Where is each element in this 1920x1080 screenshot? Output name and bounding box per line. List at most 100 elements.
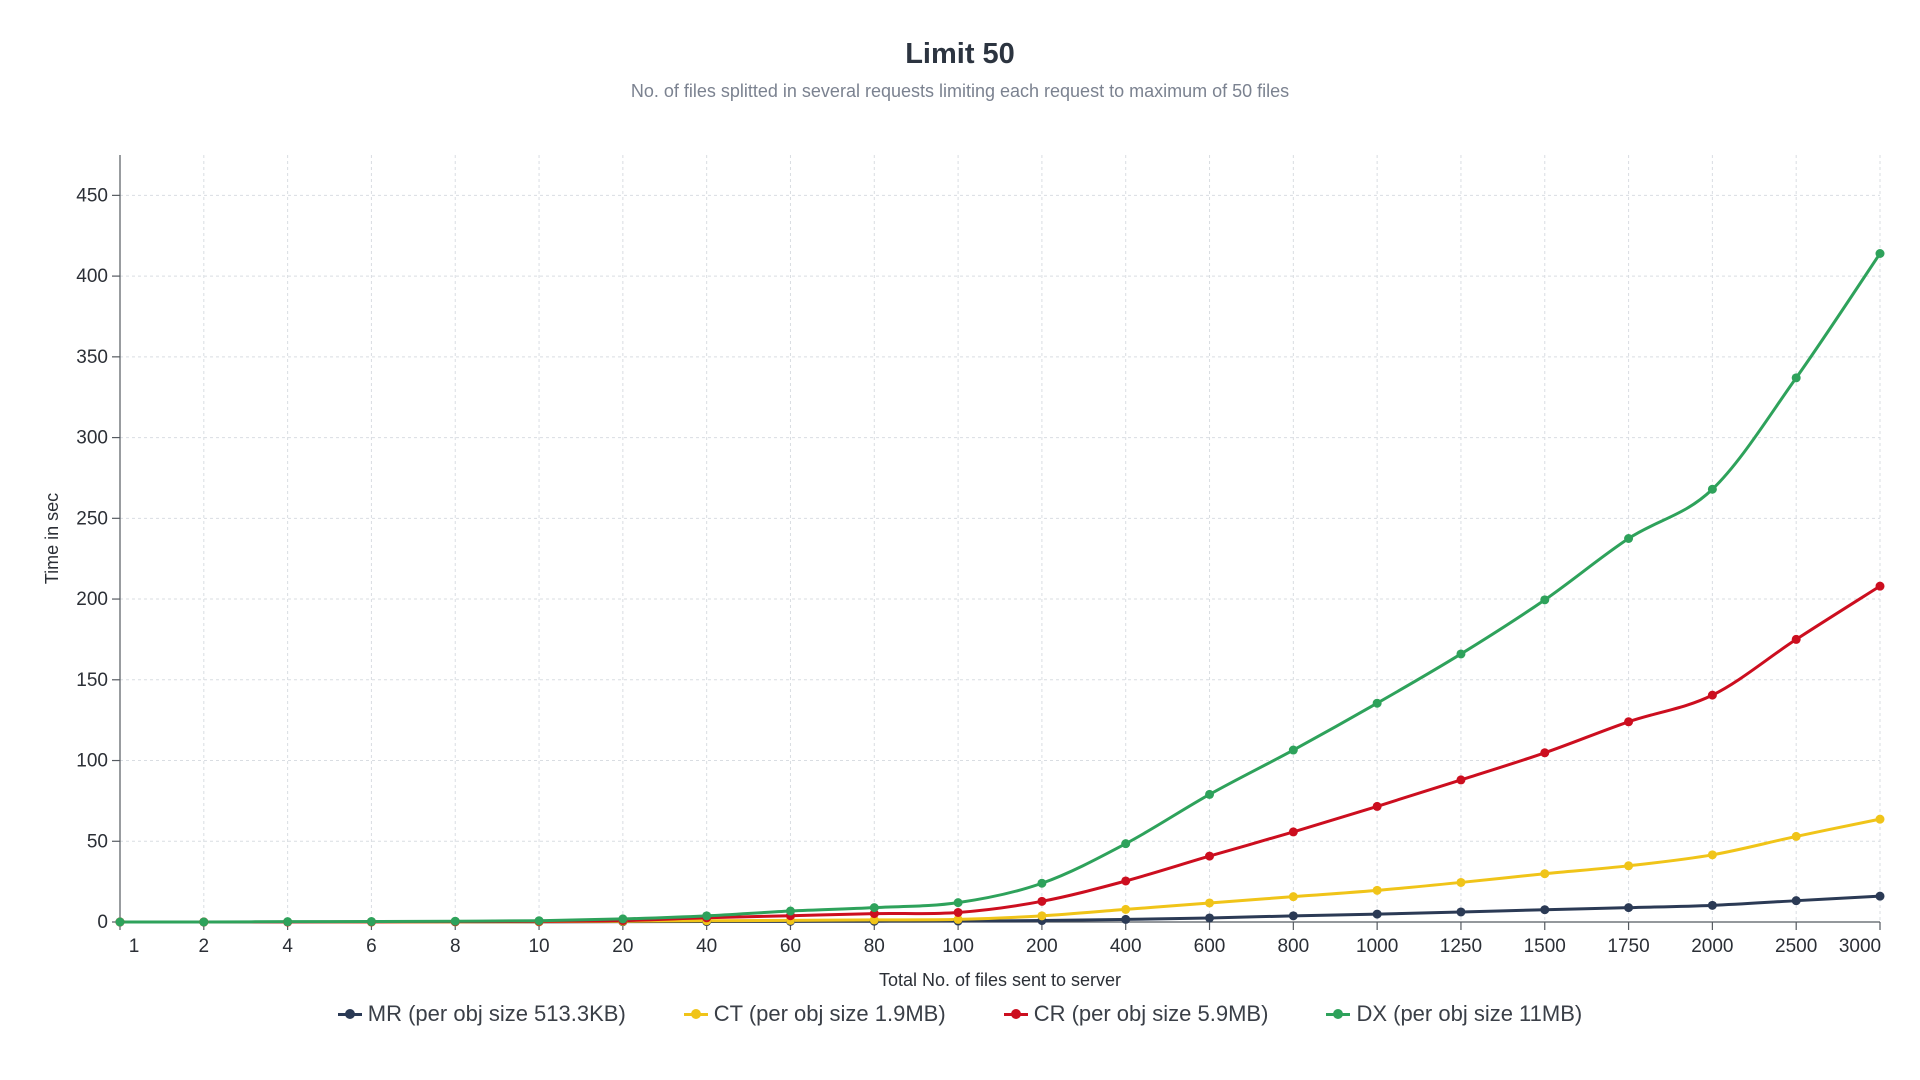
data-point[interactable] [869,903,879,913]
legend-label: DX (per obj size 11MB) [1356,1001,1583,1026]
data-point[interactable] [1707,484,1717,494]
data-point[interactable] [1707,690,1717,700]
data-point[interactable] [1707,850,1717,860]
data-point[interactable] [1288,745,1298,755]
data-point[interactable] [1037,878,1047,888]
data-point[interactable] [450,916,460,926]
data-point[interactable] [1372,885,1382,895]
data-point[interactable] [1037,896,1047,906]
data-point[interactable] [1456,877,1466,887]
data-point[interactable] [1205,789,1215,799]
legend-item[interactable]: CT (per obj size 1.9MB) [683,1001,946,1027]
data-point[interactable] [1372,909,1382,919]
data-point[interactable] [953,898,963,908]
data-point[interactable] [199,917,209,927]
data-point[interactable] [702,911,712,921]
data-point[interactable] [1456,907,1466,917]
data-point[interactable] [283,917,293,927]
data-point[interactable] [1456,775,1466,785]
x-tick-label: 100 [942,936,974,957]
data-point[interactable] [953,907,963,917]
data-point[interactable] [1205,851,1215,861]
legend-label: CR (per obj size 5.9MB) [1033,1001,1269,1026]
data-point[interactable] [1121,876,1131,886]
data-point[interactable] [1121,904,1131,914]
grid [119,155,1881,922]
data-point[interactable] [1540,869,1550,879]
y-tick-label: 0 [97,912,108,933]
x-tick-label: 400 [1110,936,1142,957]
x-tick-label: 3000 [1839,936,1881,957]
legend-item[interactable]: MR (per obj size 513.3KB) [337,1001,626,1027]
legend-marker-icon [1326,1007,1351,1021]
data-point[interactable] [1875,581,1885,591]
data-point[interactable] [1707,900,1717,910]
data-point[interactable] [1540,748,1550,758]
y-tick-label: 250 [76,508,108,529]
data-point[interactable] [1624,717,1634,727]
x-tick-label: 40 [696,936,717,957]
data-point[interactable] [1791,373,1801,383]
x-tick-label: 200 [1026,936,1058,957]
series-line-2 [118,584,1882,924]
data-point[interactable] [366,917,376,927]
data-point[interactable] [1875,248,1885,258]
axes [112,155,1881,930]
data-point[interactable] [1624,903,1634,913]
legend-marker-icon [683,1007,708,1021]
data-point[interactable] [1875,891,1885,901]
chart-plot: 0 50 100 150 200 250 300 350 400 450 1 2 4 6 8 10 20 40 60… [42,155,1885,990]
tick-labels: 0 50 100 150 200 250 300 350 400 450 1 2 4 6 8 10 20 40 60… [76,185,1881,957]
data-point[interactable] [534,916,544,926]
x-tick-label: 1750 [1607,936,1649,957]
legend-item[interactable]: DX (per obj size 11MB) [1326,1001,1582,1027]
data-point[interactable] [1540,595,1550,605]
x-tick-label: 10 [528,936,549,957]
data-point[interactable] [1791,831,1801,841]
data-point[interactable] [1791,896,1801,906]
legend-label: CT (per obj size 1.9MB) [713,1001,946,1026]
x-tick-label: 4 [282,936,293,957]
data-point[interactable] [1540,905,1550,915]
x-tick-label: 1250 [1440,936,1482,957]
y-tick-label: 350 [76,347,108,368]
data-point[interactable] [1372,698,1382,708]
data-point[interactable] [1875,814,1885,824]
series-points [115,248,1885,927]
data-point[interactable] [869,915,879,925]
data-point[interactable] [1205,898,1215,908]
data-point[interactable] [1791,634,1801,644]
data-point[interactable] [1205,913,1215,923]
y-tick-label: 100 [76,751,108,772]
y-tick-label: 400 [76,266,108,287]
x-tick-label: 2 [199,936,210,957]
x-tick-label: 6 [366,936,377,957]
legend-item[interactable]: CR (per obj size 5.9MB) [1003,1001,1269,1027]
data-point[interactable] [1288,827,1298,837]
data-point[interactable] [618,914,628,924]
x-tick-label: 2500 [1775,936,1817,957]
legend: MR (per obj size 513.3KB) CT (per obj siz… [0,1001,1920,1027]
y-tick-label: 200 [76,589,108,610]
data-point[interactable] [785,906,795,916]
data-point[interactable] [1037,911,1047,921]
chart-subtitle: No. of files splitted in several request… [630,81,1290,101]
data-point[interactable] [1372,801,1382,811]
data-point[interactable] [1121,839,1131,849]
data-point[interactable] [1456,649,1466,659]
data-point[interactable] [1288,911,1298,921]
legend-marker-icon [337,1007,362,1021]
data-point[interactable] [1624,534,1634,543]
data-point[interactable] [1121,914,1131,924]
series-lines [118,251,1882,924]
series-line-3 [118,251,1882,924]
x-tick-label: 8 [450,936,461,957]
x-tick-label: 60 [780,936,801,957]
data-point[interactable] [1288,892,1298,902]
chart-title: Limit 50 [905,38,1015,70]
y-tick-label: 150 [76,670,108,691]
data-point[interactable] [1624,861,1634,871]
data-point[interactable] [953,914,963,924]
data-point[interactable] [115,917,125,927]
